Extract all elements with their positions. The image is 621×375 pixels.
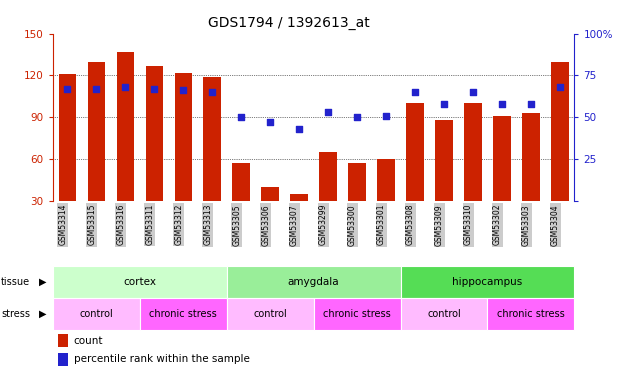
Point	[555, 84, 565, 90]
Text: GSM53310: GSM53310	[464, 204, 473, 245]
Point	[439, 101, 449, 107]
Bar	[319, 152, 337, 201]
Bar	[88, 62, 105, 201]
Point	[265, 119, 275, 125]
Text: GDS1794 / 1392613_at: GDS1794 / 1392613_at	[208, 16, 369, 30]
Bar	[378, 159, 395, 201]
Text: GSM53302: GSM53302	[493, 204, 502, 245]
Text: control: control	[79, 309, 113, 319]
Text: GSM53309: GSM53309	[435, 204, 444, 246]
Bar	[401, 266, 574, 298]
Text: amygdala: amygdala	[288, 277, 340, 287]
Bar	[227, 298, 314, 330]
Point	[236, 114, 246, 120]
Point	[497, 101, 507, 107]
Bar	[227, 266, 401, 298]
Point	[352, 114, 362, 120]
Point	[120, 84, 130, 90]
Text: GSM53313: GSM53313	[203, 204, 212, 245]
Text: GSM53308: GSM53308	[406, 204, 415, 245]
Text: ▶: ▶	[39, 309, 47, 319]
Text: tissue: tissue	[1, 277, 30, 287]
Text: control: control	[253, 309, 287, 319]
Text: GSM53312: GSM53312	[175, 204, 183, 245]
Point	[178, 87, 188, 93]
Bar	[551, 62, 569, 201]
Text: count: count	[74, 336, 103, 345]
Bar	[314, 298, 401, 330]
Bar	[487, 298, 574, 330]
Text: GSM53306: GSM53306	[261, 204, 270, 246]
Bar	[145, 66, 163, 201]
Point	[62, 86, 72, 92]
Text: GSM53301: GSM53301	[377, 204, 386, 245]
Text: GSM53304: GSM53304	[551, 204, 560, 246]
Text: chronic stress: chronic stress	[323, 309, 391, 319]
Bar	[435, 120, 453, 201]
Text: GSM53311: GSM53311	[145, 204, 154, 245]
Bar	[291, 194, 308, 201]
Text: hippocampus: hippocampus	[452, 277, 523, 287]
Text: GSM53300: GSM53300	[348, 204, 357, 246]
Point	[91, 86, 101, 92]
Bar	[232, 163, 250, 201]
Bar	[465, 103, 482, 201]
Bar	[406, 103, 424, 201]
Bar	[348, 163, 366, 201]
Bar	[401, 298, 487, 330]
Point	[526, 101, 536, 107]
Point	[410, 89, 420, 95]
Bar	[58, 352, 68, 366]
Bar	[53, 266, 227, 298]
Text: GSM53315: GSM53315	[88, 204, 96, 245]
Point	[381, 112, 391, 118]
Text: GSM53303: GSM53303	[522, 204, 531, 246]
Text: GSM53314: GSM53314	[58, 204, 67, 245]
Text: GSM53299: GSM53299	[319, 204, 328, 245]
Text: GSM53316: GSM53316	[116, 204, 125, 245]
Text: chronic stress: chronic stress	[149, 309, 217, 319]
Bar	[522, 113, 540, 201]
Text: control: control	[427, 309, 461, 319]
Point	[323, 109, 333, 115]
Bar	[140, 298, 227, 330]
Point	[207, 89, 217, 95]
Bar	[58, 74, 76, 201]
Text: GSM53307: GSM53307	[290, 204, 299, 246]
Bar	[261, 187, 279, 201]
Bar	[53, 298, 140, 330]
Text: GSM53305: GSM53305	[232, 204, 241, 246]
Bar	[175, 73, 192, 201]
Text: chronic stress: chronic stress	[497, 309, 565, 319]
Point	[294, 126, 304, 132]
Point	[149, 86, 159, 92]
Text: stress: stress	[1, 309, 30, 319]
Text: percentile rank within the sample: percentile rank within the sample	[74, 354, 250, 364]
Text: cortex: cortex	[123, 277, 156, 287]
Bar	[117, 52, 134, 201]
Bar	[493, 116, 510, 201]
Point	[468, 89, 478, 95]
Bar	[58, 334, 68, 347]
Bar	[204, 77, 221, 201]
Text: ▶: ▶	[39, 277, 47, 287]
